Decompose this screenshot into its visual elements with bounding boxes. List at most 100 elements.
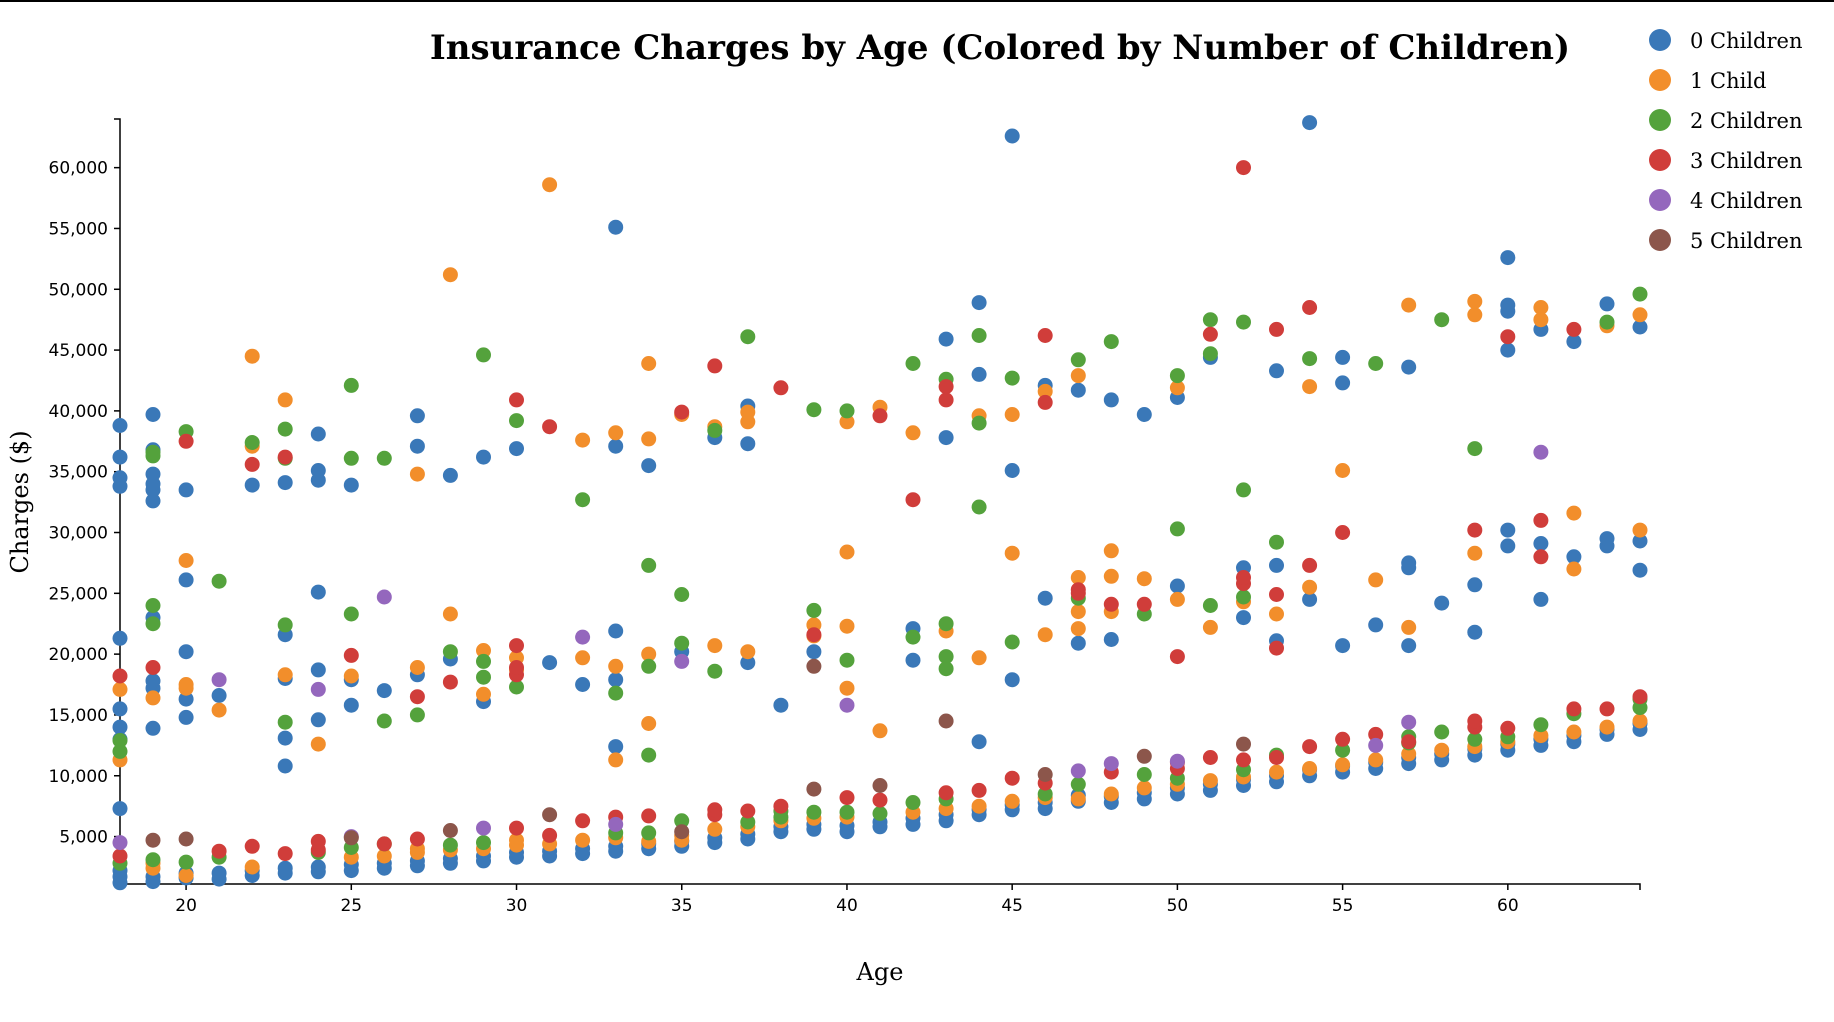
data-point — [1566, 561, 1582, 577]
legend-marker — [1649, 109, 1671, 131]
data-point — [773, 697, 789, 713]
data-point — [343, 647, 359, 663]
data-point — [112, 630, 128, 646]
data-point — [1401, 555, 1417, 571]
data-point — [971, 366, 987, 382]
data-point — [1533, 312, 1549, 328]
data-point — [641, 808, 657, 824]
x-axis-line — [119, 883, 1641, 890]
data-point — [1004, 634, 1020, 650]
data-point — [442, 267, 458, 283]
data-point — [608, 623, 624, 639]
data-point — [1401, 359, 1417, 375]
data-point — [806, 627, 822, 643]
data-point — [839, 414, 855, 430]
data-point — [310, 662, 326, 678]
data-point — [1103, 334, 1119, 350]
data-point — [277, 392, 293, 408]
legend-label: 1 Child — [1690, 69, 1767, 93]
data-point — [112, 848, 128, 864]
data-point — [442, 837, 458, 853]
data-point — [1070, 382, 1086, 398]
data-point — [1037, 394, 1053, 410]
data-point — [244, 435, 260, 450]
data-point — [1467, 307, 1483, 323]
data-point — [509, 660, 524, 675]
data-point — [1136, 748, 1152, 764]
data-point — [1202, 326, 1218, 342]
data-point — [1103, 632, 1119, 647]
data-point — [1632, 522, 1648, 538]
legend-marker — [1649, 229, 1671, 251]
data-point — [509, 392, 524, 408]
data-point — [806, 804, 822, 820]
data-point — [277, 421, 293, 437]
data-point — [1533, 300, 1549, 315]
data-point — [575, 629, 591, 645]
data-point — [575, 650, 591, 666]
data-point — [178, 553, 194, 568]
data-point — [938, 616, 954, 632]
data-point — [905, 629, 921, 645]
data-point — [1103, 786, 1119, 802]
data-point — [1103, 756, 1119, 772]
data-point — [1302, 379, 1318, 395]
data-point — [1169, 591, 1185, 607]
data-point — [542, 655, 558, 671]
data-point — [1236, 752, 1251, 768]
data-point — [674, 587, 690, 602]
data-point — [1566, 701, 1582, 717]
data-point — [971, 295, 987, 311]
data-point — [476, 653, 491, 669]
data-point — [839, 652, 855, 668]
data-point — [1269, 321, 1284, 337]
data-point — [277, 449, 293, 465]
data-point — [277, 758, 293, 774]
data-point — [476, 347, 491, 363]
data-point — [211, 688, 227, 703]
data-point — [211, 843, 227, 859]
data-point — [905, 425, 921, 441]
data-point — [1004, 672, 1020, 688]
data-point — [1269, 363, 1284, 379]
data-point — [938, 430, 954, 446]
legend-marker — [1649, 189, 1671, 211]
data-point — [1599, 296, 1615, 312]
data-point — [608, 658, 624, 674]
y-tick-label: 10,000 — [49, 767, 108, 787]
data-point — [476, 835, 491, 851]
data-point — [1004, 770, 1020, 786]
data-point — [476, 686, 491, 702]
data-point — [1169, 368, 1185, 384]
data-point — [707, 422, 723, 438]
data-point — [1269, 587, 1284, 602]
data-point — [872, 792, 888, 808]
data-point — [1566, 549, 1582, 565]
data-point — [575, 492, 591, 508]
data-point — [376, 589, 392, 605]
data-point — [1467, 293, 1483, 309]
data-point — [1037, 383, 1053, 399]
data-point — [641, 825, 657, 841]
data-point — [1335, 525, 1351, 540]
data-point — [1368, 737, 1384, 753]
data-point — [145, 673, 161, 689]
data-point — [178, 709, 194, 725]
data-point — [476, 669, 491, 685]
data-point — [310, 681, 326, 697]
data-point — [674, 653, 690, 669]
y-tick-label: 55,000 — [49, 219, 108, 239]
data-point — [1070, 582, 1086, 598]
data-point — [1434, 742, 1450, 758]
y-tick-label: 15,000 — [49, 706, 108, 726]
data-point — [1136, 571, 1152, 587]
data-point — [277, 475, 293, 491]
data-point — [542, 827, 558, 843]
data-point — [740, 436, 756, 452]
data-point — [1500, 329, 1516, 345]
data-point — [145, 493, 161, 509]
x-tick-label: 35 — [671, 896, 693, 916]
data-point — [1533, 549, 1549, 565]
data-point — [905, 492, 921, 508]
data-point — [1269, 764, 1284, 780]
